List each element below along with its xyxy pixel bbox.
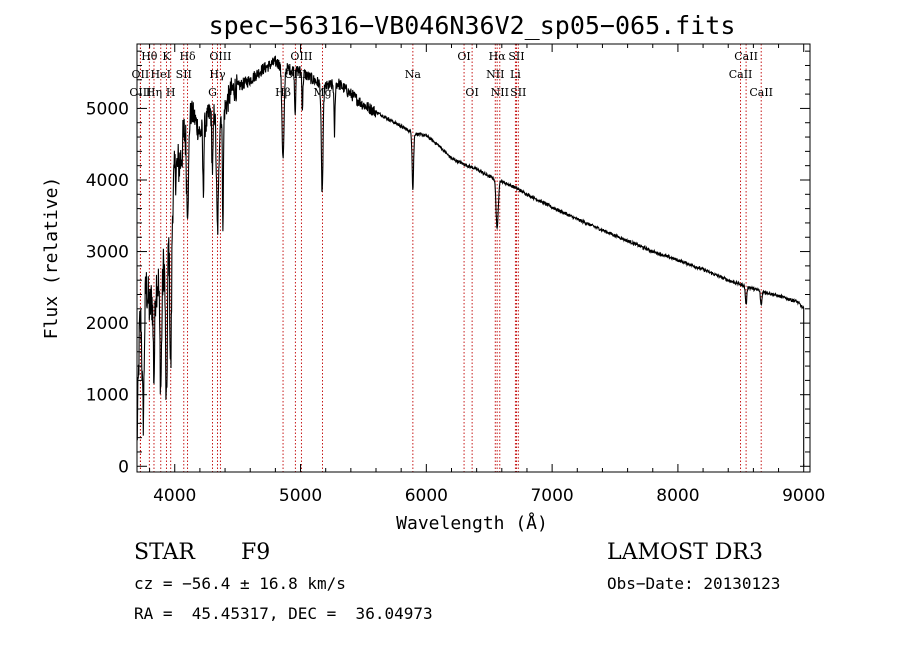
line-label: OIII	[290, 50, 312, 63]
x-axis-label: Wavelength (Å)	[396, 512, 548, 534]
line-label: NII	[486, 68, 504, 81]
x-tick-label: 7000	[530, 486, 573, 506]
line-label: G	[208, 86, 217, 99]
emission-line-markers	[139, 44, 762, 472]
object-subclass: F9	[241, 540, 271, 565]
line-label: CaII	[749, 86, 773, 99]
coordinates: RA = 45.45317, DEC = 36.04973	[134, 604, 433, 623]
line-label: SII	[176, 68, 192, 81]
y-tick-label: 3000	[86, 243, 129, 263]
line-label: OIII	[129, 86, 151, 99]
chart-title: spec−56316−VB046N36V2_sp05−065.fits	[209, 11, 736, 40]
x-axis: 4000 5000 6000 7000 8000 9000	[149, 44, 825, 506]
line-label: Hη	[146, 86, 162, 99]
y-axis: 0 1000 2000 3000 4000 5000	[86, 50, 810, 477]
y-tick-label: 1000	[86, 386, 129, 406]
line-label: Hδ	[179, 50, 196, 63]
redshift-text: cz = −56.4 ± 16.8 km/s	[134, 574, 346, 593]
object-class: STAR	[134, 540, 195, 565]
line-label: Hγ	[209, 68, 226, 81]
line-label: Hβ	[275, 86, 291, 99]
plot-frame	[136, 43, 811, 473]
line-label: CaII	[734, 50, 758, 63]
line-label: OIII	[209, 50, 231, 63]
obs-date: Obs−Date: 20130123	[607, 574, 781, 593]
survey-name: LAMOST DR3	[607, 540, 763, 565]
line-label: CaII	[729, 68, 753, 81]
x-tick-label: 5000	[279, 486, 322, 506]
y-tick-label: 2000	[86, 314, 129, 334]
y-tick-label: 5000	[86, 99, 129, 119]
line-label: OI	[465, 86, 478, 99]
x-tick-label: 4000	[153, 486, 196, 506]
line-label: SII	[510, 86, 526, 99]
y-axis-label: Flux (relative)	[41, 177, 62, 340]
line-label: HeI	[151, 68, 171, 81]
line-label: K	[162, 50, 171, 63]
line-label: Li	[510, 68, 521, 81]
y-tick-label: 4000	[86, 171, 129, 191]
line-label: OII	[132, 68, 150, 81]
line-label: Hθ	[141, 50, 158, 63]
line-label: Mg	[313, 86, 331, 99]
line-label: NII	[491, 86, 509, 99]
line-label: SII	[508, 50, 524, 63]
x-tick-label: 6000	[405, 486, 448, 506]
line-label: H	[166, 86, 176, 99]
line-label: Na	[405, 68, 422, 81]
line-label: Hα	[489, 50, 507, 63]
x-tick-label: 8000	[656, 486, 699, 506]
x-tick-label: 9000	[782, 486, 825, 506]
spectrum-line	[136, 55, 805, 467]
y-tick-label: 0	[118, 457, 129, 477]
line-label: OI	[457, 50, 470, 63]
